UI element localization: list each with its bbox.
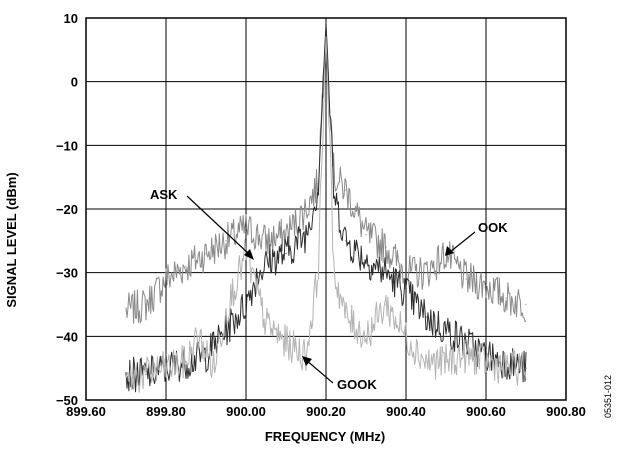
annotation-gook-arrow xyxy=(305,359,334,384)
y-tick-label: −40 xyxy=(56,329,78,344)
x-tick-label: 900.40 xyxy=(386,404,426,419)
series-ask-point xyxy=(257,271,259,274)
series-ook-point xyxy=(505,297,507,299)
series-ook-point xyxy=(185,265,187,268)
y-tick-label: 0 xyxy=(71,75,78,90)
series-gook-point xyxy=(505,367,507,370)
annotation-ook-arrow xyxy=(449,231,476,253)
series-gook-point xyxy=(165,367,167,370)
series-ask-point xyxy=(305,233,307,236)
grid-layer xyxy=(86,18,566,400)
series-gook-point xyxy=(125,380,127,382)
series-ask-point xyxy=(269,259,271,261)
series-ask-point xyxy=(385,271,387,274)
series-gook-point xyxy=(145,373,147,376)
series-ook-point xyxy=(205,252,207,255)
series-ook-point xyxy=(165,278,167,280)
series-gook-point xyxy=(213,367,215,370)
series-gook-point xyxy=(485,361,487,363)
series-ook-point xyxy=(525,303,527,306)
y-axis-label: SIGNAL LEVEL (dBm) xyxy=(4,172,19,307)
annotation-gook: GOOK xyxy=(337,377,377,392)
series-gook-point xyxy=(265,322,267,325)
series-ask-point xyxy=(317,189,319,191)
series-ook-point xyxy=(145,303,147,306)
series-ask-point xyxy=(405,291,407,293)
series-layer xyxy=(125,23,527,393)
series-ook-point xyxy=(345,189,347,191)
annotation-gook-arrowhead xyxy=(302,356,312,366)
plot-frame xyxy=(85,17,567,401)
annotation-ook: OOK xyxy=(478,220,508,235)
series-gook-point xyxy=(425,361,427,363)
series-ask-point xyxy=(325,23,327,26)
series-ook-point xyxy=(385,246,387,248)
series-ook-point xyxy=(365,233,367,236)
annotation-ask: ASK xyxy=(150,187,178,202)
series-gook-point xyxy=(325,36,327,38)
y-tick-label: −30 xyxy=(56,266,78,281)
y-tick-label: −20 xyxy=(56,202,78,217)
series-ook-point xyxy=(245,227,247,229)
series-ask-point xyxy=(365,259,367,261)
series-ook-point xyxy=(405,271,407,274)
annotation-ask-arrowhead xyxy=(244,249,254,260)
x-tick-label: 900.80 xyxy=(546,404,586,419)
tick-layer: 899.60 899.80 900.00 900.20 900.40 900.60 900.… xyxy=(56,11,586,419)
y-tick-label: −10 xyxy=(56,138,78,153)
annotation-layer: ASK OOK GOOK xyxy=(150,187,508,392)
y-tick-label: −50 xyxy=(56,393,78,408)
annotation-ask-arrow xyxy=(186,195,251,256)
series-ook-point xyxy=(485,284,487,287)
series-ask-point xyxy=(245,303,247,306)
series-gook-point xyxy=(385,303,387,306)
x-tick-label: 900.00 xyxy=(226,404,266,419)
series-gook-point xyxy=(185,361,187,363)
series-gook-point xyxy=(305,354,307,357)
series-gook-point xyxy=(285,341,287,344)
series-ask-point xyxy=(465,341,467,344)
series-gook-point xyxy=(445,361,447,363)
series-ask-point xyxy=(285,252,287,255)
series-gook-point xyxy=(405,335,407,338)
annotation-ook-arrowhead xyxy=(445,246,454,256)
series-ook-point xyxy=(265,240,267,242)
series-gook-point xyxy=(317,271,319,274)
x-tick-label: 899.60 xyxy=(66,404,106,419)
series-ask-point xyxy=(425,316,427,319)
series-gook-point xyxy=(225,310,227,312)
series-gook-point xyxy=(333,271,335,274)
series-ook-point xyxy=(125,310,127,312)
series-gook-point xyxy=(525,367,527,370)
x-tick-label: 900.20 xyxy=(306,404,346,419)
series-ook-point xyxy=(465,278,467,280)
series-ook-point xyxy=(305,208,307,210)
x-tick-label: 899.80 xyxy=(146,404,186,419)
series-ook-point xyxy=(285,233,287,236)
series-gook-point xyxy=(365,335,367,338)
series-ask-point xyxy=(225,329,227,331)
x-tick-label: 900.60 xyxy=(466,404,506,419)
series-gook-point xyxy=(345,316,347,319)
figure-id: 05351-012 xyxy=(603,375,613,418)
series-ask-point xyxy=(445,329,447,331)
series-gook-point xyxy=(197,335,199,338)
series-ask-point xyxy=(345,240,347,242)
series-ask-point xyxy=(333,195,335,198)
y-tick-label: 10 xyxy=(64,11,78,26)
series-gook-point xyxy=(465,354,467,357)
series-ook-point xyxy=(225,240,227,242)
x-axis-label: FREQUENCY (MHz) xyxy=(265,429,385,444)
series-ook-point xyxy=(425,271,427,274)
